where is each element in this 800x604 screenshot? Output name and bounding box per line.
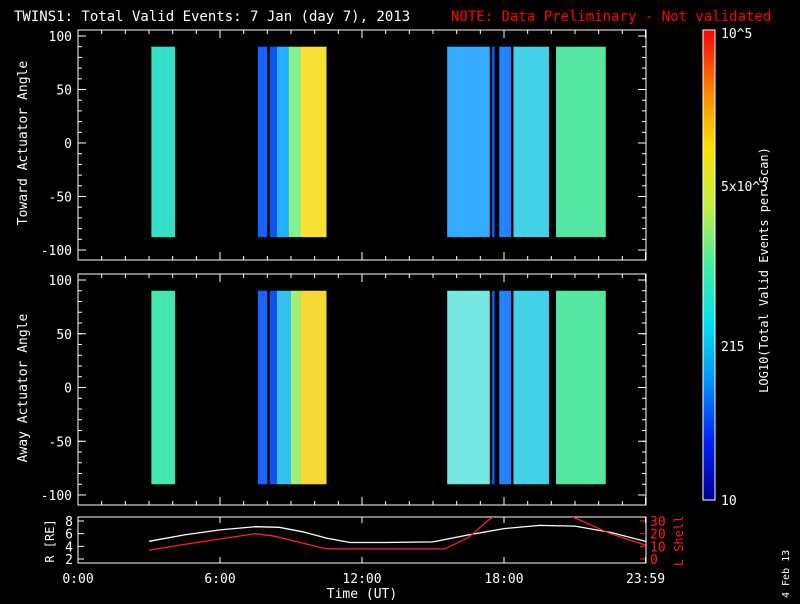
heatmap-segment-3 (276, 290, 291, 485)
heatmap-segment-0 (151, 290, 176, 485)
heatmap-segment-3 (276, 46, 289, 238)
orbit-y-tick-label: 6 (65, 528, 73, 543)
heatmap-segment-1 (257, 46, 268, 238)
orbit-y2-tick-label: 10 (650, 540, 666, 555)
orbit-y-tick-label: 2 (65, 553, 73, 568)
orbit-series (148, 517, 646, 551)
heatmap-segment-2 (269, 46, 277, 238)
heatmap-segment-8 (499, 290, 512, 485)
x-tick-label: 0:00 (62, 572, 93, 587)
orbit-ylabel: R [RE] (43, 519, 57, 562)
heatmap-segment-5 (300, 46, 327, 238)
heatmap-segment-9 (513, 46, 549, 238)
heatmap-segment-1 (257, 290, 268, 485)
orbit-frame (77, 516, 647, 564)
x-axis-label: Time (UT) (327, 587, 397, 600)
heatmap-segment-9 (513, 290, 549, 485)
away-panel: 100 50 0 -50 -100 (41, 273, 647, 506)
orbit-y2-tick-label: 0 (650, 553, 658, 568)
colorbar (702, 29, 716, 501)
y-tick-label: 100 (49, 30, 72, 45)
orbit-y-tick-label: 8 (65, 515, 73, 530)
r-distance-line (148, 524, 646, 544)
chart-title: TWINS1: Total Valid Events: 7 Jan (day 7… (14, 9, 410, 25)
l-shell-line (148, 517, 646, 551)
toward-panel: 100 50 0 -50 -100 (41, 29, 647, 261)
y-tick-label: 0 (64, 137, 72, 152)
colorbar-tick-215: 215 (721, 340, 744, 355)
heatmap-segment-2 (269, 290, 277, 485)
date-stamp: 4 Feb 13 (781, 550, 792, 598)
heatmap-segment-6 (447, 290, 490, 485)
x-tick-label: 18:00 (484, 572, 523, 587)
colorbar-tick-1e5: 10^5 (721, 27, 752, 42)
y-tick-label: -100 (41, 489, 72, 504)
away-ylabel: Away Actuator Angle (16, 313, 31, 462)
y-tick-label: 50 (56, 84, 72, 99)
heatmap-segment-0 (151, 46, 176, 238)
y-tick-label: 0 (64, 382, 72, 397)
y-tick-label: -50 (49, 191, 72, 206)
y-tick-label: 50 (56, 328, 72, 343)
colorbar-tick-5e3: 5x10^3 (721, 180, 768, 195)
y-tick-label: -50 (49, 435, 72, 450)
heatmap-segment-7 (492, 290, 495, 485)
heatmap-segment-4 (288, 46, 301, 238)
heatmap-segment-4 (291, 290, 301, 485)
y-tick-label: 100 (49, 274, 72, 289)
orbit-y2label: L Shell (672, 516, 686, 567)
heatmap-segment-5 (300, 290, 327, 485)
x-tick-label: 6:00 (204, 572, 235, 587)
x-tick-label: 23:59 (626, 572, 665, 587)
heatmap-segment-8 (499, 46, 512, 238)
preliminary-note: NOTE: Data Preliminary - Not validated (451, 9, 771, 25)
x-tick-label: 12:00 (342, 572, 381, 587)
colorbar-label: LOG10(Total Valid Events per Scan) (757, 147, 771, 393)
toward-ylabel: Toward Actuator Angle (16, 61, 31, 226)
heatmap-segment-6 (447, 46, 490, 238)
colorbar-gradient (702, 29, 716, 501)
orbit-y2-tick-label: 30 (650, 515, 666, 530)
colorbar-tick-10: 10 (721, 494, 737, 509)
y-tick-label: -100 (41, 244, 72, 259)
heatmap-segment-10 (556, 290, 606, 485)
orbit-y2-tick-label: 20 (650, 528, 666, 543)
heatmap-segment-10 (556, 46, 606, 238)
heatmap-segment-7 (492, 46, 495, 238)
orbit-y-tick-label: 4 (65, 540, 73, 555)
